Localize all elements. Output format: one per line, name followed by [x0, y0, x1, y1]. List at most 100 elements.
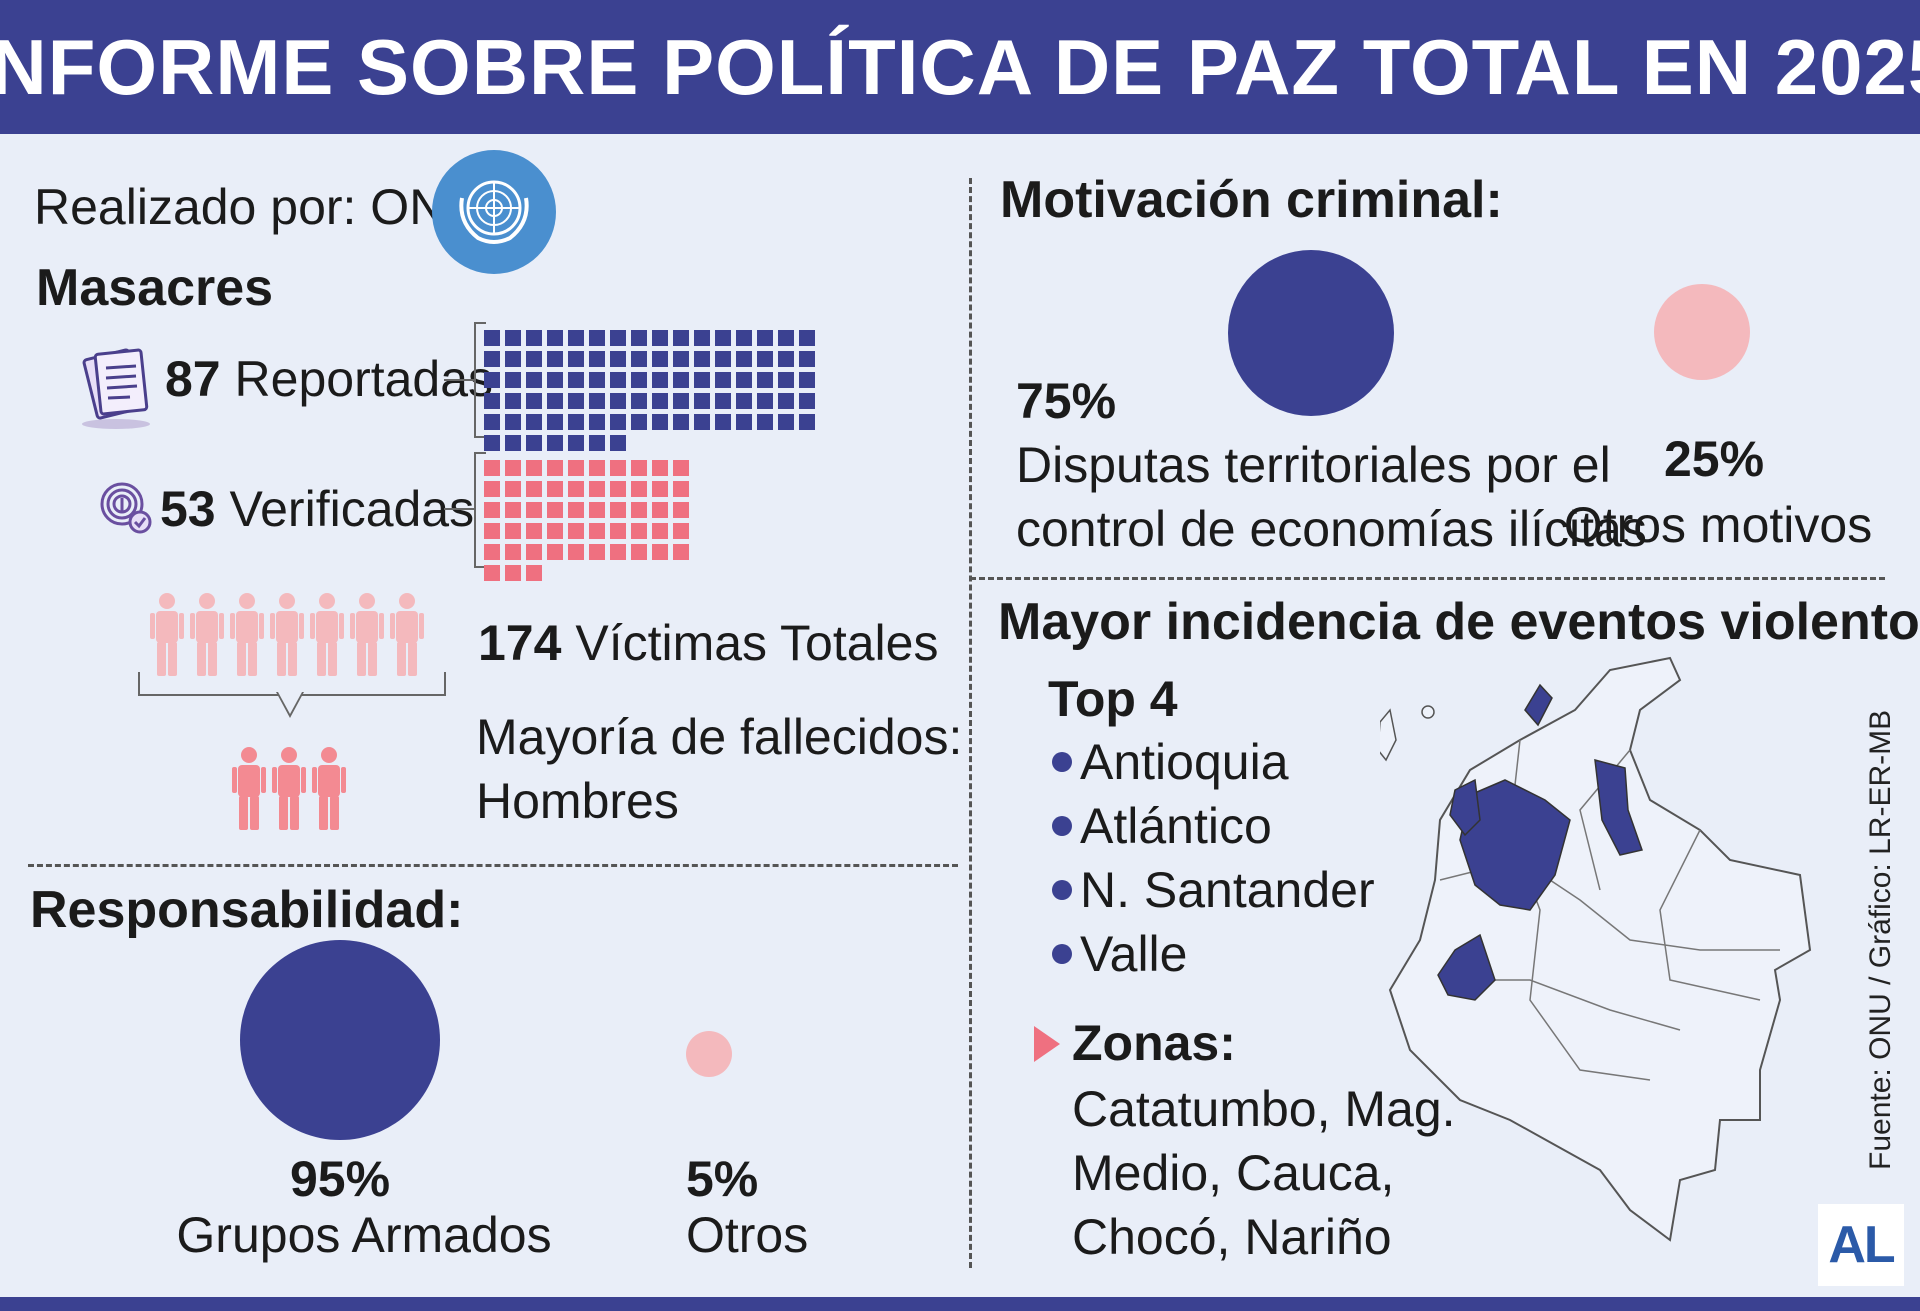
list-item: Valle: [1052, 922, 1375, 986]
document-icon: [78, 344, 156, 430]
waffle-square: [610, 481, 626, 497]
waffle-square: [484, 523, 500, 539]
waffle-square: [694, 351, 710, 367]
waffle-square: [547, 502, 563, 518]
waffle-square: [589, 460, 605, 476]
incidencia-title: Mayor incidencia de eventos violentos:: [998, 593, 1920, 651]
reported-bracket: [474, 322, 486, 438]
waffle-square: [652, 460, 668, 476]
fingerprint-icon: [98, 478, 154, 534]
others-label: Otros: [686, 1207, 809, 1263]
waffle-square: [505, 481, 521, 497]
waffle-square: [484, 414, 500, 430]
waffle-square: [673, 544, 689, 560]
responsabilidad-title: Responsabilidad:: [30, 881, 464, 939]
waffle-square: [547, 372, 563, 388]
choco-region: [1449, 778, 1481, 837]
publisher-logo: AL: [1818, 1204, 1904, 1286]
waffle-square: [568, 414, 584, 430]
waffle-square: [799, 414, 815, 430]
waffle-square: [589, 372, 605, 388]
waffle-square: [484, 330, 500, 346]
vertical-divider: [969, 178, 972, 1268]
others-bubble: [686, 1031, 732, 1077]
waffle-square: [694, 414, 710, 430]
list-item: N. Santander: [1052, 858, 1375, 922]
waffle-square: [484, 460, 500, 476]
waffle-square: [736, 414, 752, 430]
waffle-square: [484, 351, 500, 367]
waffle-square: [505, 544, 521, 560]
waffle-square: [610, 544, 626, 560]
department-name: Valle: [1080, 926, 1188, 982]
waffle-square: [652, 330, 668, 346]
waffle-square: [778, 330, 794, 346]
waffle-square: [715, 351, 731, 367]
waffle-square: [568, 351, 584, 367]
waffle-square: [568, 502, 584, 518]
waffle-square: [505, 372, 521, 388]
person-icon: [312, 746, 346, 835]
zonas-line-2: Medio, Cauca,: [1072, 1145, 1395, 1201]
waffle-square: [505, 393, 521, 409]
source-text: Fuente: ONU / Gráfico: LR-ER-MB: [1864, 709, 1897, 1170]
territorial-disputes-percent: 75%: [1016, 373, 1117, 429]
department-name: N. Santander: [1080, 862, 1375, 918]
page-title: INFORME SOBRE POLÍTICA DE PAZ TOTAL EN 2…: [0, 0, 1920, 134]
waffle-square: [610, 502, 626, 518]
waffle-square: [547, 435, 563, 451]
reported-connector: [444, 379, 474, 381]
valle-region: [1437, 933, 1496, 1001]
waffle-square: [547, 523, 563, 539]
bullet-dot: [1052, 816, 1072, 836]
victims-number: 174: [478, 615, 562, 671]
bottom-bar: [0, 1297, 1920, 1311]
victims-stat: 174 Víctimas Totales: [478, 614, 938, 672]
waffle-square: [778, 372, 794, 388]
waffle-square: [673, 414, 689, 430]
zonas-label: Zonas:: [1072, 1015, 1236, 1071]
waffle-square: [631, 414, 647, 430]
waffle-square: [631, 481, 647, 497]
waffle-square: [736, 351, 752, 367]
waffle-square: [673, 481, 689, 497]
armed-groups-bubble: [240, 940, 440, 1140]
antioquia-region: [1459, 779, 1571, 911]
waffle-square: [715, 372, 731, 388]
person-icon: [390, 592, 424, 681]
waffle-square: [547, 544, 563, 560]
waffle-square: [673, 502, 689, 518]
waffle-square: [736, 393, 752, 409]
person-icon: [232, 746, 266, 835]
waffle-square: [694, 393, 710, 409]
waffle-square: [505, 414, 521, 430]
waffle-square: [799, 372, 815, 388]
waffle-square: [799, 330, 815, 346]
waffle-square: [505, 523, 521, 539]
waffle-square: [715, 330, 731, 346]
waffle-square: [568, 460, 584, 476]
waffle-square: [484, 372, 500, 388]
waffle-square: [610, 393, 626, 409]
verified-label: Verificadas: [229, 481, 475, 537]
waffle-square: [505, 565, 521, 581]
zonas-line-3: Chocó, Nariño: [1072, 1209, 1392, 1265]
person-icon: [230, 592, 264, 681]
waffle-square: [631, 460, 647, 476]
waffle-square: [526, 414, 542, 430]
verified-stat: 53 Verificadas: [160, 480, 474, 538]
waffle-square: [652, 351, 668, 367]
waffle-square: [610, 330, 626, 346]
waffle-square: [610, 435, 626, 451]
other-motives-percent: 25%: [1663, 431, 1765, 487]
credit-text: Realizado por: ONU: [34, 179, 482, 235]
waffle-square: [526, 435, 542, 451]
motivacion-title: Motivación criminal:: [1000, 171, 1503, 229]
waffle-square: [526, 393, 542, 409]
waffle-square: [652, 544, 668, 560]
waffle-square: [484, 481, 500, 497]
territorial-disputes-label-2: control de economías ilícitas: [1016, 501, 1647, 557]
waffle-square: [526, 372, 542, 388]
waffle-square: [757, 372, 773, 388]
waffle-square: [589, 523, 605, 539]
